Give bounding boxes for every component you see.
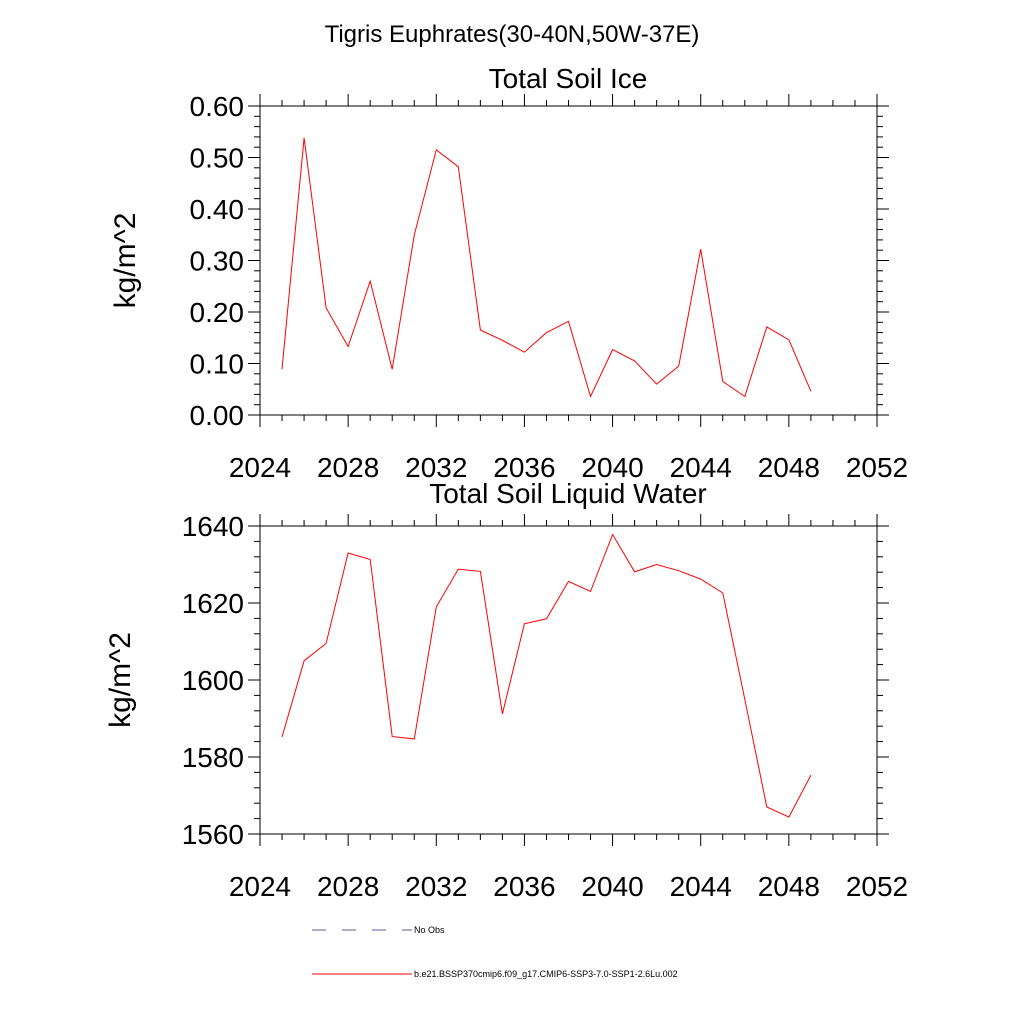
y-tick-label: 0.10 <box>190 349 245 380</box>
y-tick-label: 0.30 <box>190 246 245 277</box>
series-line <box>281 137 812 398</box>
x-tick-label: 2048 <box>758 871 820 902</box>
figure-suptitle: Tigris Euphrates(30-40N,50W-37E) <box>325 21 700 48</box>
legend: No Obs b.e21.BSSP370cmip6.f09_g17.CMIP6-… <box>312 925 678 979</box>
legend-label-no-obs: No Obs <box>414 925 445 935</box>
x-tick-label: 2032 <box>405 871 467 902</box>
x-tick-label: 2024 <box>229 871 291 902</box>
x-tick-label: 2044 <box>670 452 732 483</box>
x-tick-label: 2036 <box>493 871 555 902</box>
x-tick-label: 2048 <box>758 452 820 483</box>
y-tick-label: 0.60 <box>190 91 245 122</box>
y-tick-label: 1640 <box>182 511 244 542</box>
x-tick-label: 2052 <box>846 452 908 483</box>
y-tick-label: 0.20 <box>190 297 245 328</box>
x-tick-label: 2036 <box>493 452 555 483</box>
panel-total-soil-ice: Total Soil Ice 2024 2028 2032 2036 2040 2044 2… <box>109 63 908 483</box>
legend-label-model: b.e21.BSSP370cmip6.f09_g17.CMIP6-SSP3-7.… <box>414 969 678 979</box>
y-tick-label: 1600 <box>182 665 244 696</box>
y-axis-label: kg/m^2 <box>104 632 137 728</box>
panel-total-soil-liquid-water: Total Soil Liquid Water 2024 2028 2032 2036… <box>104 478 908 902</box>
series-line <box>281 533 812 818</box>
y-axis-label: kg/m^2 <box>109 213 142 309</box>
panel-title: Total Soil Liquid Water <box>429 478 707 509</box>
panel-title: Total Soil Ice <box>489 63 648 94</box>
x-tick-label: 2032 <box>405 452 467 483</box>
y-tick-label: 0.00 <box>190 400 245 431</box>
x-tick-label: 2052 <box>846 871 908 902</box>
plot-frame <box>259 105 878 416</box>
x-tick-label: 2040 <box>581 452 643 483</box>
x-tick-label: 2028 <box>317 452 379 483</box>
y-tick-label: 1620 <box>182 588 244 619</box>
x-tick-label: 2024 <box>229 452 291 483</box>
x-tick-label: 2028 <box>317 871 379 902</box>
x-tick-label: 2044 <box>670 871 732 902</box>
x-tick-label: 2040 <box>581 871 643 902</box>
y-tick-label: 0.40 <box>190 194 245 225</box>
plot-frame <box>259 525 878 835</box>
y-tick-label: 1580 <box>182 742 244 773</box>
y-tick-label: 0.50 <box>190 143 245 174</box>
y-tick-label: 1560 <box>182 819 244 850</box>
